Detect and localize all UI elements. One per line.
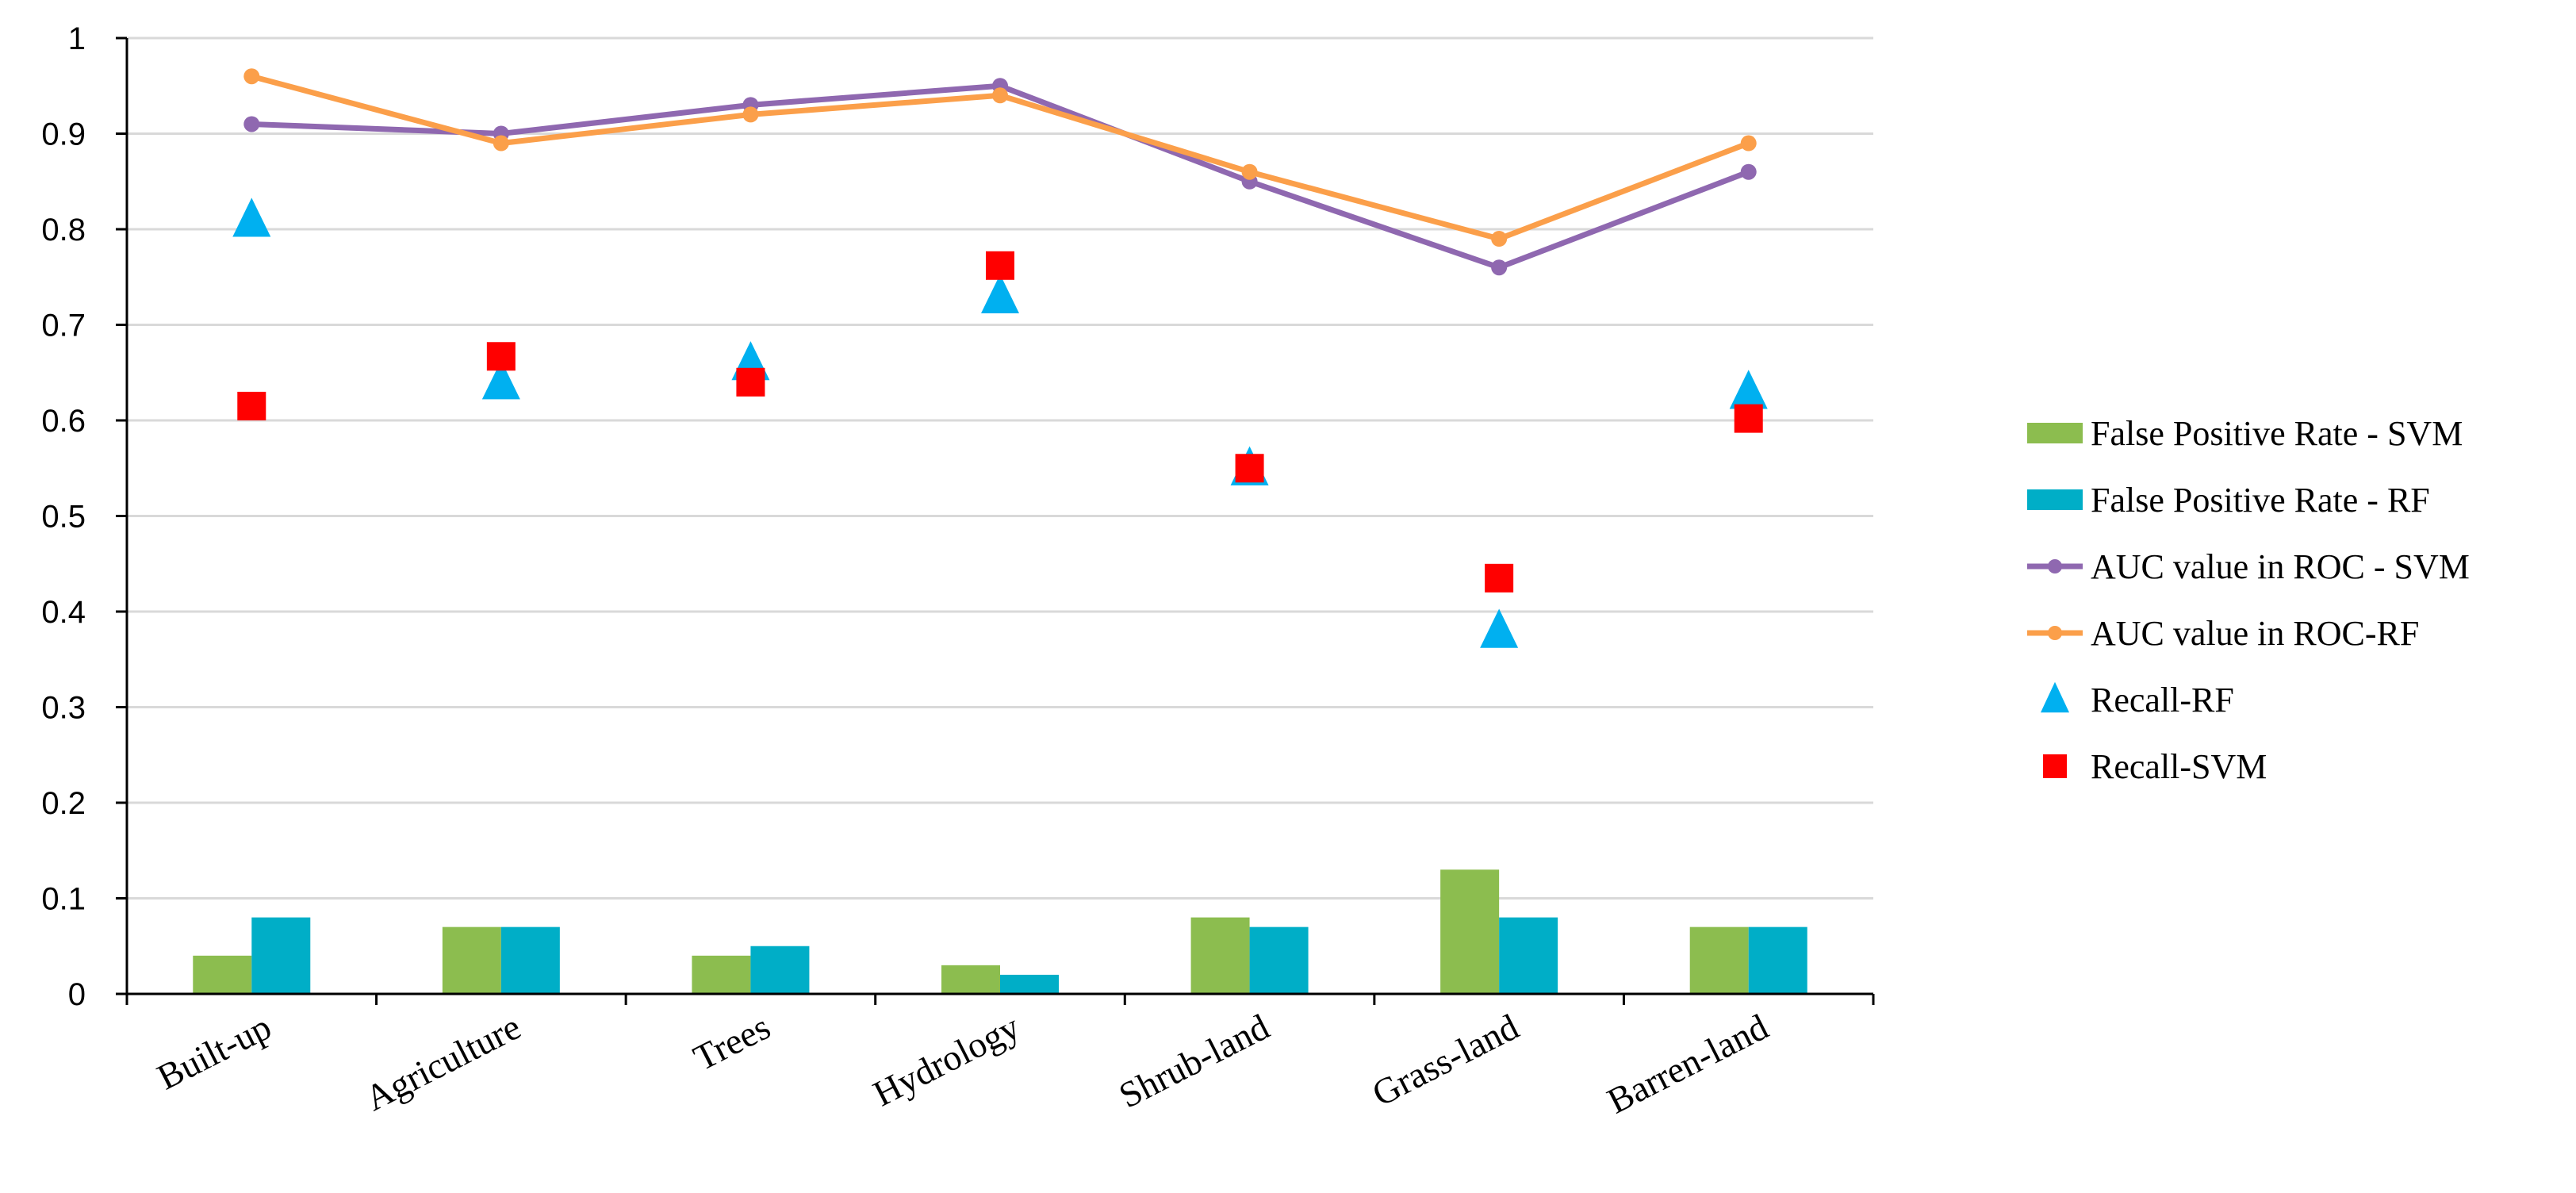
point-auc-value-in-roc-rf-trees [742, 106, 759, 123]
marker-recall-rf-barren-land [1729, 370, 1768, 409]
y-tick-label: 0.3 [41, 691, 86, 726]
legend-label: AUC value in ROC - SVM [2091, 547, 2470, 586]
legend-swatch [2043, 754, 2067, 778]
marker-recall-svm-barren-land [1734, 404, 1763, 433]
y-tick-labels: 0 0.1 0.2 0.3 0.4 0.5 0.6 0.7 0.8 0.9 1 [41, 21, 86, 1012]
point-auc-value-in-roc-rf-agriculture [493, 135, 509, 152]
marker-recall-rf-built-up [232, 198, 271, 237]
point-auc-value-in-roc-svm-built-up [243, 116, 260, 132]
point-auc-value-in-roc-rf-shrub-land [1241, 163, 1258, 180]
y-tick-label: 0 [68, 977, 86, 1012]
legend-entry-recall-rf: Recall-RF [2041, 681, 2234, 719]
legend-entry-false-positive-rate-svm: False Positive Rate - SVM [2027, 414, 2463, 453]
legend-swatch-marker [2048, 626, 2062, 640]
legend: False Positive Rate - SVM False Positive … [2027, 414, 2470, 786]
y-tick-label: 0.6 [41, 404, 86, 439]
line-auc-value-in-roc-svm [251, 82, 1750, 270]
x-tick-label-barren-land: Barren-land [1600, 1006, 1774, 1121]
bar-false-positive-rate-svm-grass-land [1440, 869, 1500, 994]
y-tick-label: 0.2 [41, 786, 86, 821]
bar-false-positive-rate-rf-agriculture [500, 926, 560, 994]
axes [116, 36, 1875, 1005]
y-tick-label: 0.7 [41, 309, 86, 343]
point-auc-value-in-roc-rf-built-up [243, 68, 260, 85]
bar-false-positive-rate-svm-agriculture [442, 926, 501, 994]
bar-false-positive-rate-svm-hydrology [941, 965, 1000, 994]
point-auc-value-in-roc-rf-grass-land [1491, 231, 1508, 247]
bar-false-positive-rate-rf-barren-land [1748, 926, 1807, 994]
x-tick-label-shrub-land: Shrub-land [1113, 1006, 1275, 1115]
x-tick-label-hydrology: Hydrology [867, 1006, 1026, 1114]
legend-entry-false-positive-rate-rf: False Positive Rate - RF [2027, 481, 2430, 520]
point-auc-value-in-roc-svm-barren-land [1740, 163, 1757, 180]
legend-entry-auc-value-in-roc-svm: AUC value in ROC - SVM [2027, 547, 2470, 586]
bar-false-positive-rate-svm-shrub-land [1190, 917, 1250, 994]
line-layer [243, 68, 1757, 276]
x-tick-label-trees: Trees [687, 1006, 776, 1078]
bar-false-positive-rate-rf-trees [750, 946, 810, 994]
legend-label: AUC value in ROC-RF [2091, 614, 2419, 653]
marker-recall-rf-hydrology [981, 274, 1019, 313]
x-tick-label-agriculture: Agriculture [358, 1006, 527, 1118]
legend-entry-auc-value-in-roc-rf: AUC value in ROC-RF [2027, 614, 2419, 653]
y-tick-label: 0.8 [41, 213, 86, 247]
legend-swatch [2041, 681, 2069, 713]
marker-recall-svm-agriculture [486, 342, 516, 371]
bar-false-positive-rate-svm-built-up [193, 955, 252, 994]
legend-label: Recall-RF [2091, 681, 2234, 719]
legend-entry-recall-svm: Recall-SVM [2043, 747, 2267, 786]
legend-swatch [2027, 489, 2083, 510]
x-tick-labels: Built-up Agriculture Trees Hydrology Shrub-l… [151, 1006, 1774, 1121]
legend-swatch-marker [2048, 559, 2062, 573]
y-tick-label: 1 [68, 21, 86, 56]
marker-recall-rf-agriculture [481, 360, 520, 400]
bar-false-positive-rate-svm-barren-land [1689, 926, 1749, 994]
legend-swatch [2027, 423, 2083, 443]
marker-recall-svm-hydrology [986, 251, 1014, 280]
bar-false-positive-rate-rf-grass-land [1499, 917, 1558, 994]
legend-label: Recall-SVM [2091, 747, 2267, 786]
legend-label: False Positive Rate - RF [2091, 481, 2430, 520]
x-tick-label-grass-land: Grass-land [1366, 1006, 1525, 1114]
bar-false-positive-rate-rf-hydrology [1000, 974, 1059, 994]
marker-recall-svm-shrub-land [1235, 454, 1264, 483]
marker-recall-rf-grass-land [1480, 608, 1519, 648]
point-auc-value-in-roc-svm-grass-land [1491, 259, 1508, 276]
gridlines [127, 36, 1873, 900]
marker-recall-svm-grass-land [1485, 563, 1514, 593]
marker-recall-svm-built-up [237, 391, 266, 420]
y-tick-label: 0.1 [41, 882, 86, 917]
point-auc-value-in-roc-rf-hydrology [992, 87, 1008, 104]
bar-layer [193, 869, 1807, 994]
marker-layer [232, 198, 1768, 648]
x-tick-label-built-up: Built-up [151, 1006, 278, 1097]
y-tick-label: 0.9 [41, 117, 86, 152]
legend-label: False Positive Rate - SVM [2091, 414, 2463, 453]
point-auc-value-in-roc-rf-barren-land [1740, 135, 1757, 152]
marker-recall-svm-trees [736, 367, 765, 397]
y-tick-label: 0.5 [41, 500, 86, 535]
bar-false-positive-rate-rf-built-up [251, 917, 311, 994]
y-tick-label: 0.4 [41, 595, 86, 630]
bar-false-positive-rate-rf-shrub-land [1249, 926, 1309, 994]
bar-false-positive-rate-svm-trees [692, 955, 751, 994]
